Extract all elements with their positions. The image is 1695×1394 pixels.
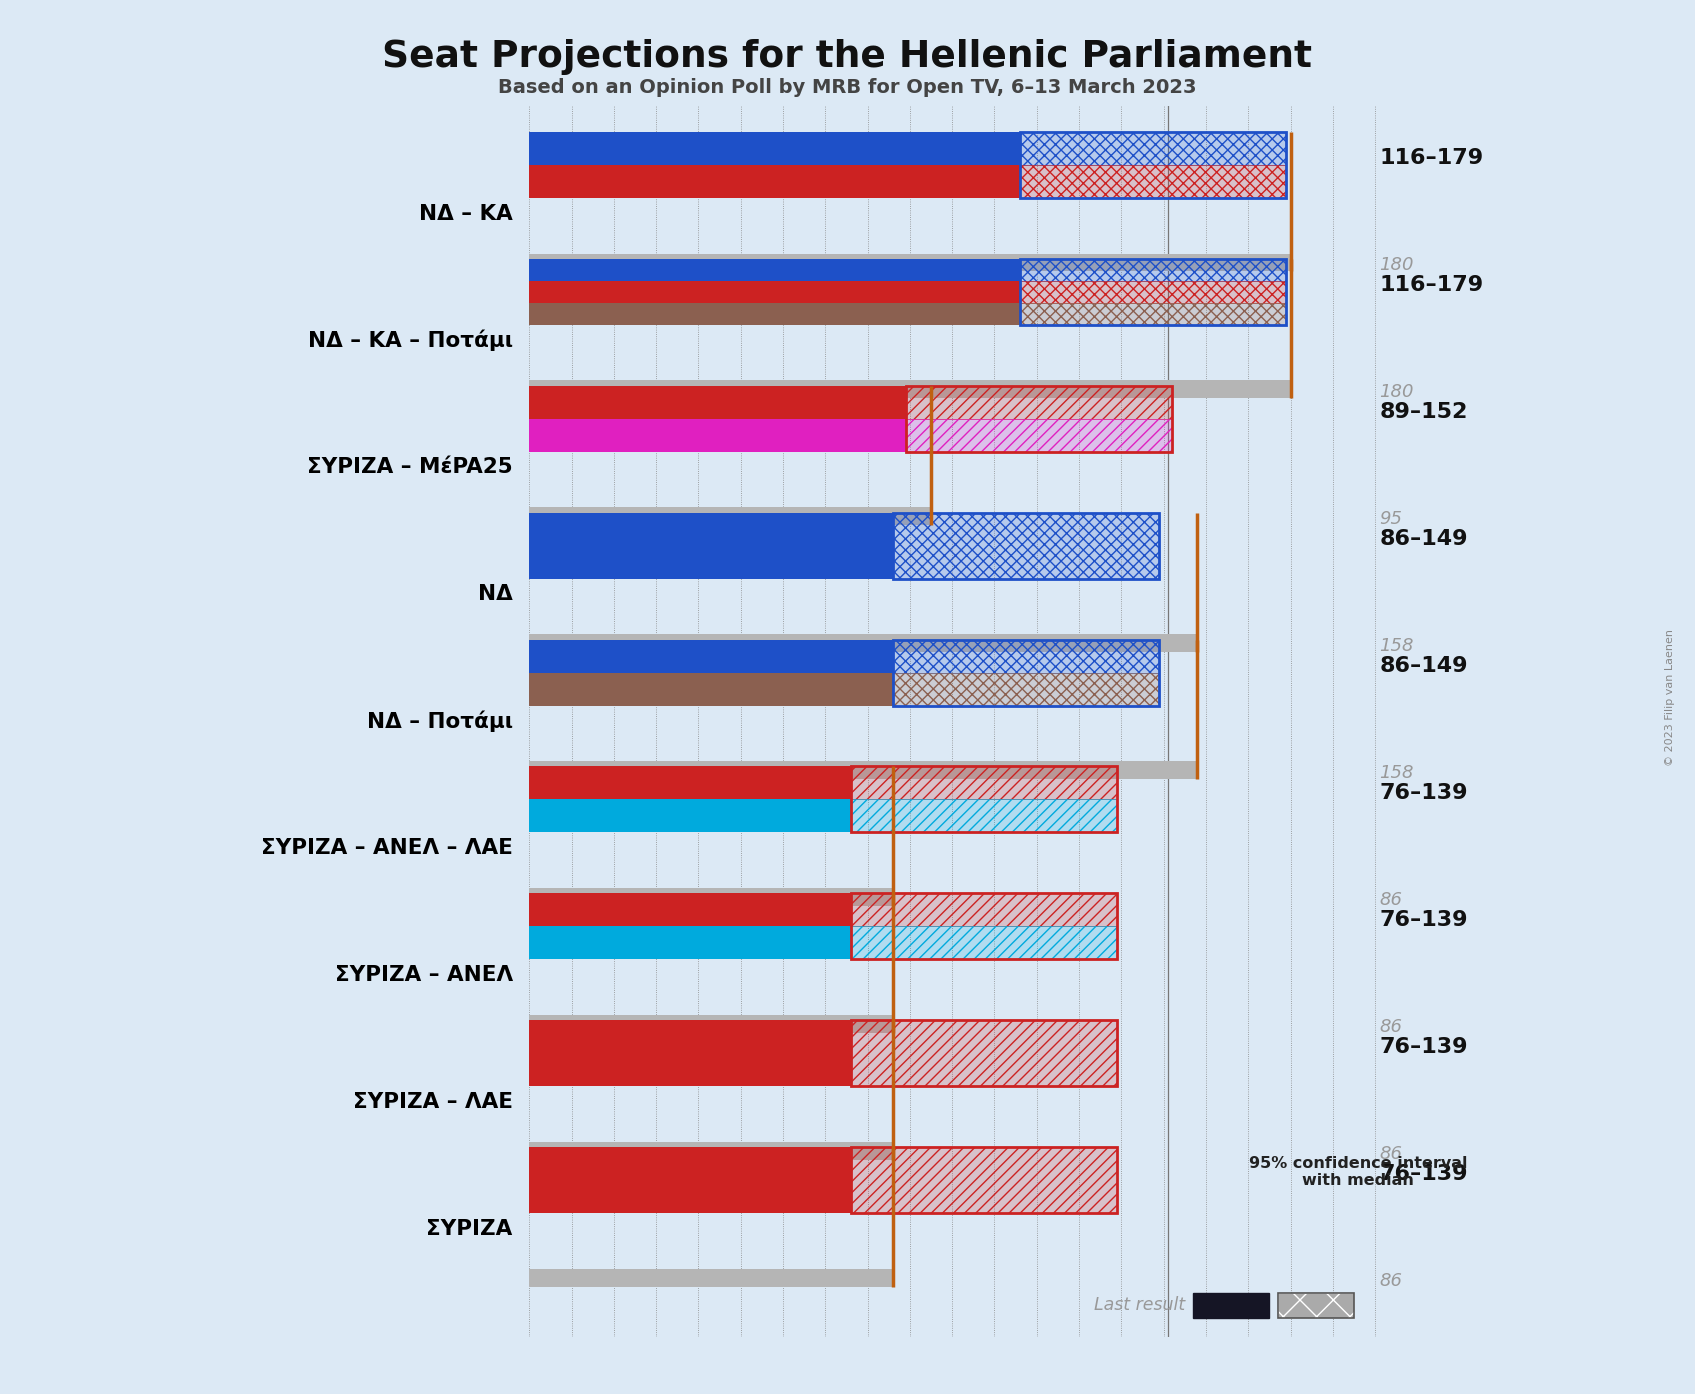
Bar xyxy=(1278,1292,1354,1319)
Bar xyxy=(1020,164,1287,198)
Text: 86: 86 xyxy=(1380,1271,1402,1289)
Bar xyxy=(893,640,1159,672)
Bar xyxy=(529,894,851,927)
Bar xyxy=(893,672,1159,705)
Bar xyxy=(1020,302,1287,325)
Bar xyxy=(529,164,1020,198)
Bar xyxy=(851,1147,1117,1213)
Bar xyxy=(529,767,851,800)
Text: 86: 86 xyxy=(1380,1144,1402,1163)
Text: Based on an Opinion Poll by MRB for Open TV, 6–13 March 2023: Based on an Opinion Poll by MRB for Open… xyxy=(498,78,1197,98)
Bar xyxy=(893,640,1159,672)
Bar xyxy=(529,1270,893,1287)
Bar xyxy=(851,1147,1117,1213)
Bar xyxy=(905,386,1173,418)
Bar xyxy=(529,507,931,526)
Bar xyxy=(851,1020,1117,1086)
Bar xyxy=(893,513,1159,579)
Bar xyxy=(529,634,1197,652)
Text: 86–149: 86–149 xyxy=(1380,530,1468,549)
Bar xyxy=(529,1015,893,1033)
Text: 95: 95 xyxy=(1380,510,1402,528)
Text: Last result: Last result xyxy=(1093,1296,1185,1315)
Bar xyxy=(905,386,1173,418)
Text: Seat Projections for the Hellenic Parliament: Seat Projections for the Hellenic Parlia… xyxy=(383,39,1312,75)
Bar xyxy=(1020,259,1287,280)
Bar xyxy=(905,418,1173,452)
Bar xyxy=(851,800,1117,832)
Bar xyxy=(851,767,1117,832)
Bar xyxy=(529,381,1290,399)
Bar xyxy=(1020,259,1287,280)
Text: 76–139: 76–139 xyxy=(1380,1164,1468,1184)
Bar xyxy=(529,418,905,452)
Bar xyxy=(851,767,1117,800)
Bar xyxy=(1020,259,1287,325)
Bar xyxy=(1020,280,1287,302)
Bar xyxy=(905,418,1173,452)
Bar xyxy=(893,513,1159,579)
Text: 180: 180 xyxy=(1380,383,1414,401)
Bar xyxy=(851,927,1117,959)
Text: 86: 86 xyxy=(1380,891,1402,909)
Bar xyxy=(529,1142,893,1160)
Text: 86–149: 86–149 xyxy=(1380,657,1468,676)
Bar xyxy=(529,259,1020,280)
Text: 86: 86 xyxy=(1380,1018,1402,1036)
Text: 89–152: 89–152 xyxy=(1380,403,1468,422)
Bar xyxy=(893,640,1159,705)
Bar xyxy=(529,386,905,418)
Bar xyxy=(1020,280,1287,302)
Text: 158: 158 xyxy=(1380,637,1414,655)
Bar xyxy=(851,767,1117,800)
Bar xyxy=(1020,164,1287,198)
Bar xyxy=(529,513,893,579)
Text: © 2023 Filip van Laenen: © 2023 Filip van Laenen xyxy=(1664,629,1675,765)
Bar xyxy=(1020,131,1287,164)
Bar xyxy=(529,888,893,906)
Bar xyxy=(529,927,851,959)
Bar xyxy=(529,280,1020,302)
Bar xyxy=(1020,302,1287,325)
Bar xyxy=(851,800,1117,832)
Bar xyxy=(529,131,1020,164)
Bar xyxy=(893,672,1159,705)
Bar xyxy=(851,1020,1117,1086)
Bar xyxy=(1193,1292,1270,1319)
Text: 158: 158 xyxy=(1380,764,1414,782)
Bar xyxy=(529,254,1290,272)
Bar xyxy=(529,1020,851,1086)
Bar xyxy=(851,894,1117,959)
Text: 76–139: 76–139 xyxy=(1380,1037,1468,1057)
Text: 116–179: 116–179 xyxy=(1380,275,1483,296)
Bar xyxy=(1278,1292,1354,1319)
Bar xyxy=(1020,131,1287,198)
Bar xyxy=(529,302,1020,325)
Text: 76–139: 76–139 xyxy=(1380,783,1468,803)
Bar xyxy=(893,513,1159,579)
Bar xyxy=(851,894,1117,927)
Bar xyxy=(529,761,1197,779)
Bar xyxy=(1020,131,1287,164)
Text: 76–139: 76–139 xyxy=(1380,910,1468,930)
Text: 116–179: 116–179 xyxy=(1380,148,1483,169)
Bar xyxy=(529,1147,851,1213)
Bar xyxy=(905,386,1173,452)
Bar xyxy=(851,1020,1117,1086)
Bar xyxy=(851,927,1117,959)
Bar xyxy=(529,640,893,672)
Bar xyxy=(529,672,893,705)
Text: 180: 180 xyxy=(1380,256,1414,275)
Bar xyxy=(851,894,1117,927)
Bar xyxy=(529,800,851,832)
Text: 95% confidence interval
with median: 95% confidence interval with median xyxy=(1249,1156,1468,1188)
Bar xyxy=(851,1147,1117,1213)
